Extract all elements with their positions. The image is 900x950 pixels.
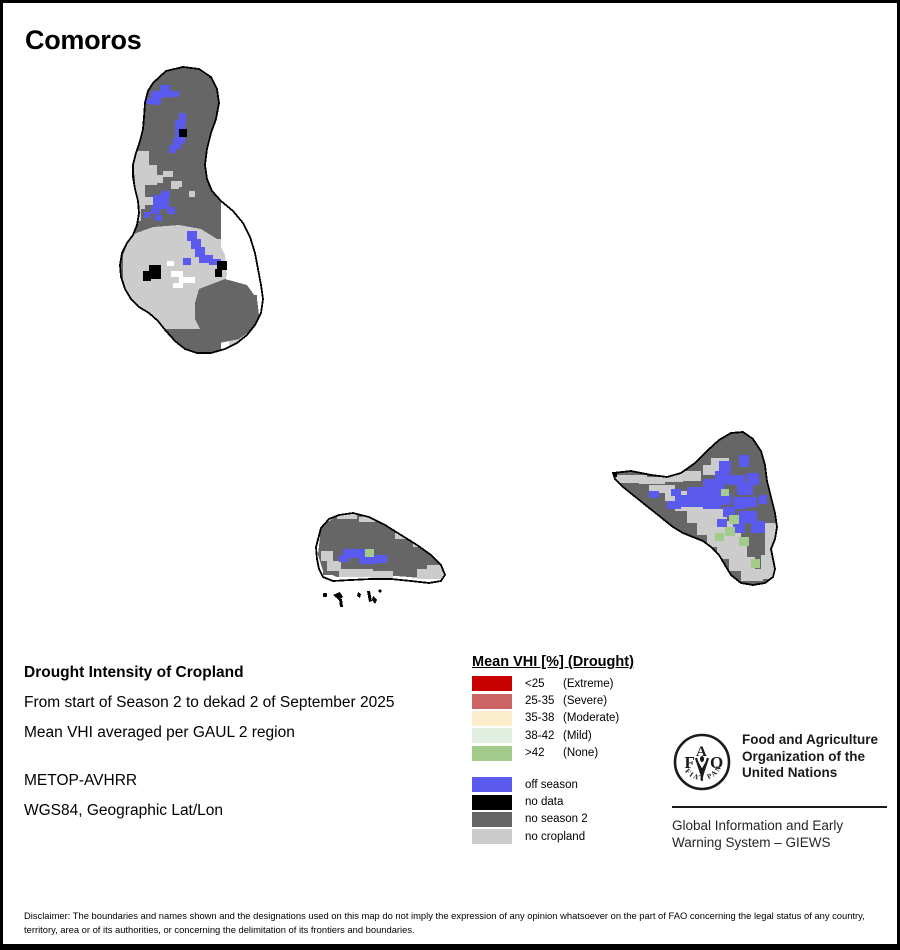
legend-label-no-season-2: no season 2 [525, 813, 588, 826]
info-aggregation: Mean VHI averaged per GAUL 2 region [24, 724, 295, 741]
legend-name-extreme: (Extreme) [563, 677, 614, 690]
map-info-block: Drought Intensity of Cropland From start… [24, 658, 464, 826]
legend-swatch-severe [472, 693, 512, 709]
page-title: Comoros [25, 25, 142, 55]
disclaimer-text: Disclaimer: The boundaries and names sho… [24, 910, 865, 935]
legend-item-no-data[interactable]: no data [472, 793, 662, 810]
legend-swatch-moderate [472, 710, 512, 726]
legend-range-none: >42 [525, 747, 545, 760]
info-heading: Drought Intensity of Cropland [24, 664, 244, 681]
legend-item-severe[interactable]: 25-35 (Severe) [472, 692, 662, 709]
legend-label-extreme: <25 (Extreme) [525, 678, 613, 690]
island-anjouan[interactable] [603, 428, 788, 593]
svg-text:O: O [710, 753, 723, 772]
legend-swatch-no-data [472, 794, 512, 810]
legend-swatch-off-season [472, 777, 512, 793]
island-grande-comore[interactable] [113, 63, 273, 365]
fao-org-line-2: Organization of the [742, 748, 865, 764]
fao-logo-icon: F A O FIAT PANIS [669, 726, 732, 797]
fao-divider [672, 806, 887, 808]
fao-org-line-1: Food and Agriculture [742, 732, 878, 747]
giews-line-1: Global Information and Early [672, 818, 844, 833]
giews-line-2: Warning System – GIEWS [672, 835, 831, 850]
legend-range-mild: 38-42 [525, 729, 555, 742]
grande-comore-coastline [119, 66, 264, 354]
anjouan-coastline [611, 431, 778, 586]
moheli-islets [322, 589, 382, 607]
info-projection: WGS84, Geographic Lat/Lon [24, 802, 224, 819]
legend-label-none: >42 (None) [525, 747, 598, 759]
disclaimer-rule [3, 944, 897, 947]
legend-swatch-no-cropland [472, 829, 512, 845]
info-period: From start of Season 2 to dekad 2 of Sep… [24, 694, 395, 711]
legend-swatch-none [472, 745, 512, 761]
legend-label-off-season: off season [525, 778, 578, 791]
info-spacer [24, 748, 464, 766]
moheli-coastline [315, 512, 447, 584]
info-sensor: METOP-AVHRR [24, 772, 138, 789]
legend-item-no-season-2[interactable]: no season 2 [472, 811, 662, 828]
legend-name-none: (None) [563, 747, 599, 760]
map-legend: Mean VHI [%] (Drought) <25 (Extreme) 25-… [472, 654, 662, 846]
fao-organization-name: Food and Agriculture Organization of the… [742, 732, 878, 782]
legend-item-moderate[interactable]: 35-38 (Moderate) [472, 710, 662, 727]
fao-branding-block: F A O FIAT PANIS [669, 726, 887, 851]
legend-name-mild: (Mild) [563, 729, 592, 742]
legend-label-moderate: 35-38 (Moderate) [525, 712, 619, 724]
legend-label-mild: 38-42 (Mild) [525, 730, 592, 742]
legend-range-severe: 25-35 [525, 695, 555, 708]
map-canvas[interactable] [3, 3, 897, 643]
legend-item-none[interactable]: >42 (None) [472, 745, 662, 762]
legend-item-no-cropland[interactable]: no cropland [472, 828, 662, 845]
legend-item-extreme[interactable]: <25 (Extreme) [472, 675, 662, 692]
legend-swatch-no-season-2 [472, 811, 512, 827]
svg-text:F: F [685, 753, 695, 772]
fao-org-line-3: United Nations [742, 765, 838, 780]
legend-item-off-season[interactable]: off season [472, 776, 662, 793]
legend-name-severe: (Severe) [563, 695, 608, 708]
svg-text:A: A [696, 744, 707, 760]
legend-spacer [472, 762, 662, 776]
legend-name-moderate: (Moderate) [563, 712, 620, 725]
legend-item-mild[interactable]: 38-42 (Mild) [472, 727, 662, 744]
giews-system-name: Global Information and Early Warning Sys… [672, 817, 887, 851]
legend-label-no-data: no data [525, 796, 564, 809]
legend-label-no-cropland: no cropland [525, 830, 586, 843]
legend-swatch-mild [472, 728, 512, 744]
legend-swatch-extreme [472, 676, 512, 692]
legend-label-severe: 25-35 (Severe) [525, 695, 607, 707]
legend-range-moderate: 35-38 [525, 712, 555, 725]
legend-title: Mean VHI [%] (Drought) [472, 654, 634, 670]
legend-range-extreme: <25 [525, 677, 545, 690]
island-moheli[interactable] [313, 508, 453, 607]
